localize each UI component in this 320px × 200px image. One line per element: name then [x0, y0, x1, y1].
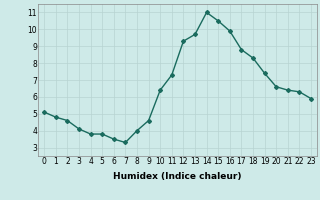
X-axis label: Humidex (Indice chaleur): Humidex (Indice chaleur) [113, 172, 242, 181]
